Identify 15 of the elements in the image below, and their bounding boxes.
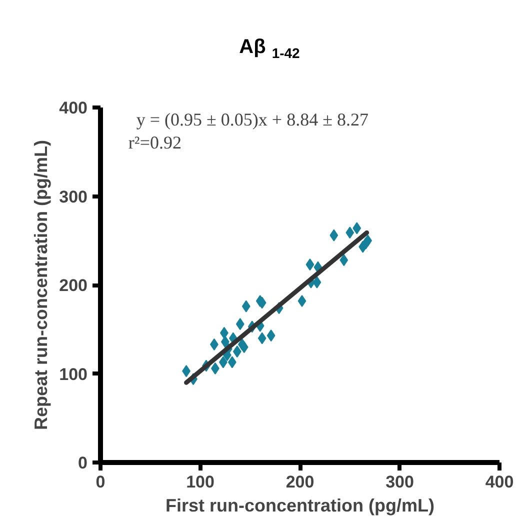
x-tick-label: 100: [186, 472, 214, 492]
x-axis-title: First run-concentration (pg/mL): [166, 496, 435, 516]
x-tick-label: 0: [96, 472, 106, 492]
x-tick-label: 200: [286, 472, 314, 492]
y-tick-label: 0: [78, 454, 88, 472]
chart-title: Aβ$_{1-42}$: [239, 35, 300, 63]
x-tick-label: 400: [485, 472, 514, 492]
x-tick-label: 300: [386, 472, 414, 492]
y-axis-title: Repeat run-concentration (pg/mL): [31, 140, 52, 430]
annotation: y = (0.95 ± 0.05)x + 8.84 ± 8.27: [136, 109, 368, 130]
y-tick-label: 400: [59, 98, 88, 118]
annotation: r²=0.92: [128, 132, 182, 152]
y-tick-label: 200: [59, 276, 88, 295]
y-tick-label: 100: [59, 364, 88, 384]
y-tick-label: 300: [59, 187, 88, 206]
